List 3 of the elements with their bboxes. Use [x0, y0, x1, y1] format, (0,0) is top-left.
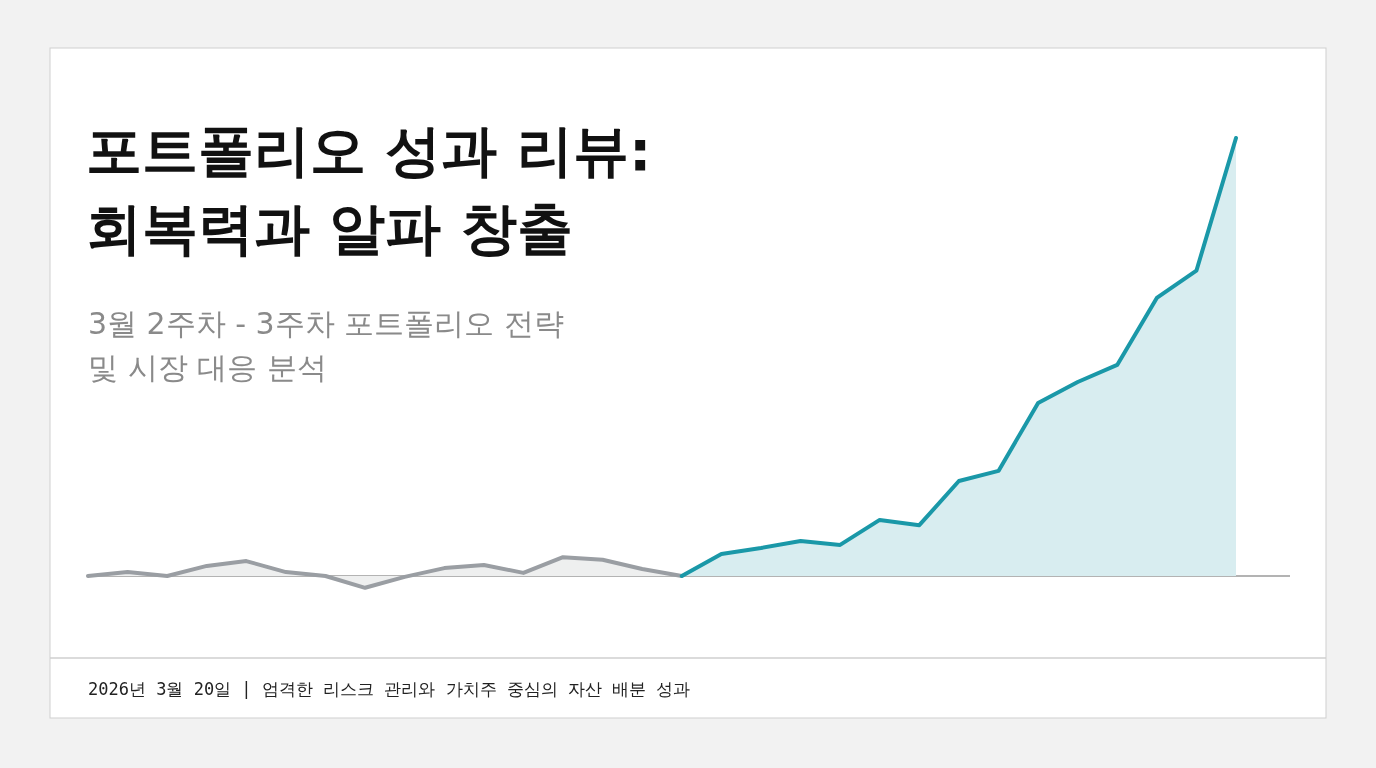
annotation: 2026년 3월 20일 | 엄격한 리스크 관리와 가치주 중심의 자산 배분 성과: [88, 679, 691, 699]
title: 포트폴리오 성과 리뷰: 회복력과 알파 창출: [86, 118, 652, 261]
subtitle: 3월 2주차 - 3주차 포트폴리오 전략 및 시장 대응 분석: [88, 306, 564, 385]
